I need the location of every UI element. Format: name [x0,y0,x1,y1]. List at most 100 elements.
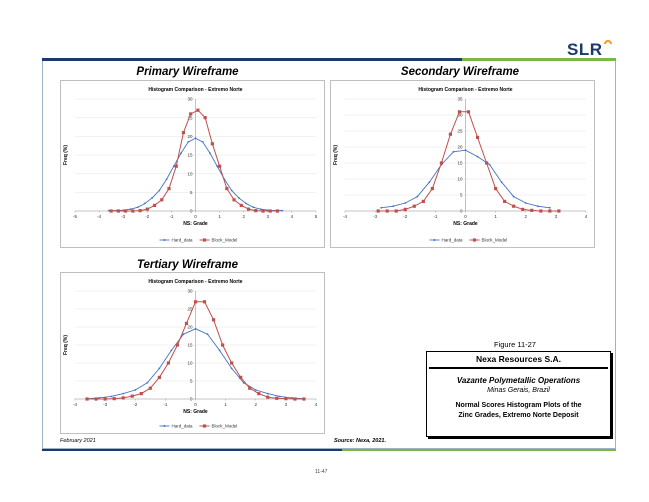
x-tick-label: 1 [494,214,497,219]
x-axis-label: NS: Grade [453,221,478,227]
block-model-point [376,209,380,213]
hard-data-point [416,195,419,198]
block-model-point [503,199,507,203]
block-model-point [174,164,178,168]
hard-data-point [194,327,197,330]
block-model-point [210,142,214,146]
block-model-point [466,110,471,114]
y-tick-label: 5 [190,190,193,195]
hard-data-point [500,181,503,184]
block-model-point [268,209,272,213]
hard-data-point [524,202,527,204]
block-model-point [457,110,462,114]
block-model-point [275,396,279,400]
block-model-point [254,209,258,213]
x-tick-label: -4 [343,214,347,219]
hard-data-point [172,165,175,168]
block-model-point [530,208,534,212]
y-tick-label: 15 [187,343,193,348]
hard-data-point [281,209,284,212]
y-tick-label: 30 [187,289,193,294]
hard-data-point [278,395,281,398]
hard-data-point [259,208,262,211]
block-model-point [181,131,186,135]
header-bar-right [462,58,616,61]
hard-data-point [151,197,154,199]
hard-data-point [536,205,539,208]
chart-tertiary-svg: Histogram Comparison - Extremo Norte 0 5 10… [63,279,318,429]
x-tick-label: -1 [163,402,167,407]
legend-hard-swatch [163,425,166,427]
x-tick-label: 4 [315,402,318,407]
hard-data-point [548,206,551,209]
figure-caption: Normal Scores Histogram Plots of the Zin… [431,401,606,421]
hard-data-point [143,202,146,205]
y-tick-label: 15 [457,161,463,166]
hard-data-point [252,206,255,209]
x-tick-label: -3 [103,402,107,407]
block-model-point [175,343,180,347]
hard-data-point [237,197,240,199]
hard-data-point [187,141,190,143]
footer-bar-left [42,449,342,451]
hard-data-point [230,189,233,192]
hard-data-point [512,195,515,198]
block-model-point [124,209,128,213]
block-model-point [196,108,200,112]
hard-data-point [216,165,219,168]
block-model-point [248,386,252,390]
x-tick-label: 4 [291,214,294,219]
block-model-point [421,199,425,203]
block-model-point [103,397,107,401]
block-model-point [475,135,480,139]
project-name: Vazante Polymetallic Operations [456,376,581,385]
hard-data-point [129,208,132,211]
chart-primary: Histogram Comparison - Extremo Norte 0 5 10… [60,80,325,248]
legend-block-swatch [202,238,207,242]
x-tick-label: -1 [169,214,173,219]
y-tick-label: 30 [457,113,463,118]
figure-title-box: Nexa Resources S.A. Vazante Polymetallic… [426,351,611,437]
y-tick-label: 10 [187,361,193,366]
legend-block-swatch [202,424,207,428]
legend-hard-label: Hard_data [442,238,464,243]
hard-data-point [170,349,173,352]
hard-data-point [230,367,233,370]
legend-hard-swatch [163,239,166,241]
block-model-point [484,161,489,165]
hard-data-point [194,137,197,140]
y-tick-label: 30 [187,97,193,102]
x-tick-label: -3 [373,214,377,219]
x-tick-label: 3 [285,402,288,407]
block-model-point [385,209,389,213]
y-axis-label: Freq (%) [63,145,69,165]
hard-data-point [110,395,113,398]
hard-data-point [488,163,491,166]
project-location: Minas Gerais, Brazil [487,387,550,394]
block-model-point [189,112,193,116]
chart-secondary: Histogram Comparison - Extremo Norte 0 5 10… [330,80,595,248]
x-axis-label: NS: Grade [183,409,208,415]
block-model-point [539,209,543,213]
y-tick-label: 25 [187,115,193,120]
y-tick-label: 10 [457,177,463,182]
company-name: Nexa Resources S.A. [475,354,562,364]
hard-data-point [404,202,407,204]
hard-data-point [242,381,245,384]
hard-data-point [201,141,204,143]
x-tick-label: -2 [403,214,407,219]
y-tick-label: 10 [187,171,193,176]
block-model-point [293,397,297,401]
hard-data-point [266,392,269,395]
hard-data-point [136,206,139,209]
block-model-point [218,164,222,168]
hard-data-point [180,152,182,155]
block-model-point [203,116,207,120]
legend-block-label: Block_Model [212,424,238,429]
x-tick-label: -2 [145,214,149,219]
x-tick-label: -3 [121,214,125,219]
x-tick-label: 0 [464,214,467,219]
block-model-point [261,209,265,213]
hard-data-point [209,152,211,155]
legend-block-swatch [472,238,477,242]
